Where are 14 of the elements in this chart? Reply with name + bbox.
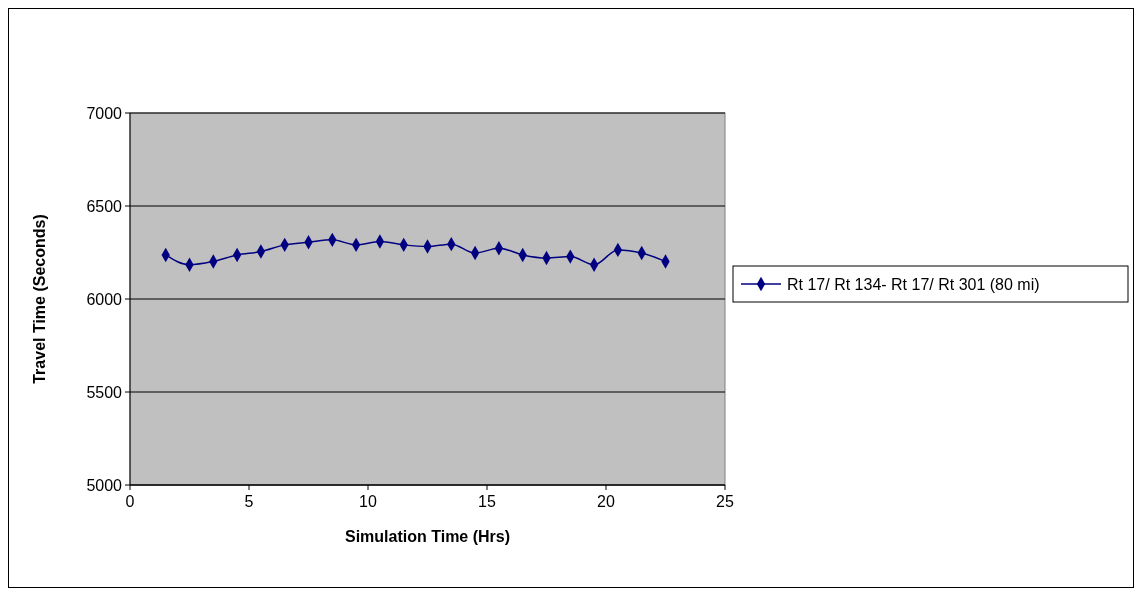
legend-label: Rt 17/ Rt 134- Rt 17/ Rt 301 (80 mi) <box>787 275 1040 293</box>
y-tick-label: 5500 <box>86 383 123 401</box>
x-tick-label: 20 <box>597 493 615 510</box>
x-axis-title: Simulation Time (Hrs) <box>344 528 511 545</box>
x-tick-label: 15 <box>478 493 496 510</box>
y-tick-label: 5000 <box>86 476 123 494</box>
x-tick-label: 25 <box>716 493 734 510</box>
x-tick-label: 10 <box>359 493 377 510</box>
y-tick-label: 7000 <box>86 104 123 122</box>
y-axis-title: Travel Time (Seconds) <box>31 214 48 384</box>
y-tick-label: 6500 <box>86 197 123 215</box>
x-tick-label: 0 <box>125 493 135 510</box>
x-tick-label: 5 <box>244 493 254 510</box>
y-tick-label: 6000 <box>86 290 123 308</box>
